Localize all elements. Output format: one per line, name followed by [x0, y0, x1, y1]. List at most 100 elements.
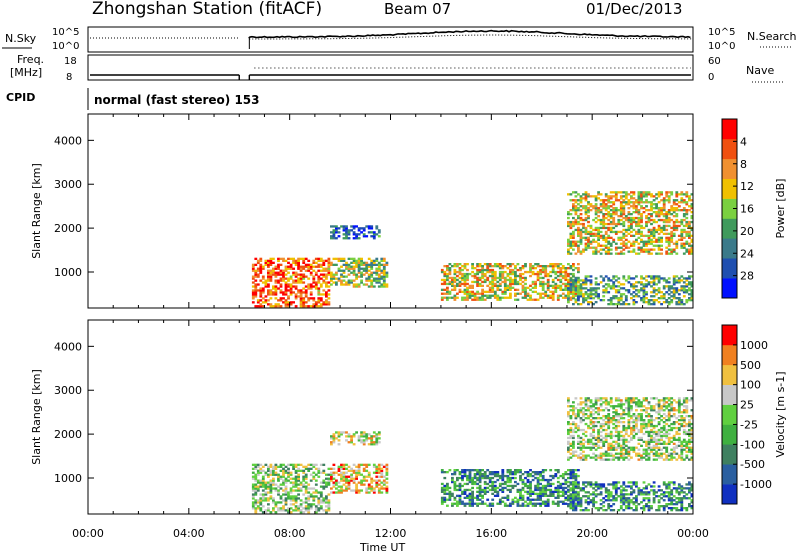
- velocity-echo-cell: [375, 433, 379, 436]
- velocity-echo-cell: [645, 452, 648, 455]
- velocity-echo-cell: [690, 446, 694, 449]
- power-echo-cell: [382, 275, 386, 278]
- velocity-echo-cell: [589, 399, 593, 402]
- velocity-echo-cell: [539, 474, 542, 478]
- power-echo-cell: [382, 285, 386, 288]
- power-echo-cell: [627, 213, 631, 216]
- velocity-echo-cell: [269, 471, 273, 474]
- power-echo-cell: [587, 297, 590, 300]
- velocity-echo-cell: [559, 490, 563, 493]
- velocity-echo-cell: [572, 405, 575, 408]
- power-echo-cell: [551, 263, 555, 266]
- power-echo-cell: [670, 301, 674, 304]
- power-echo-cell: [675, 297, 679, 300]
- power-echo-cell: [322, 263, 326, 266]
- power-echo-cell: [536, 272, 540, 276]
- velocity-echo-cell: [614, 448, 618, 451]
- velocity-echo-cell: [572, 436, 575, 440]
- power-echo-cell: [630, 195, 633, 198]
- velocity-echo-cell: [592, 452, 595, 455]
- power-echo-cell: [272, 305, 275, 308]
- velocity-echo-cell: [357, 467, 361, 470]
- velocity-echo-cell: [645, 415, 648, 418]
- velocity-echo-cell: [468, 498, 472, 501]
- power-echo-cell: [569, 232, 573, 235]
- velocity-echo-cell: [519, 474, 522, 478]
- velocity-echo-cell: [284, 485, 288, 488]
- power-echo-cell: [624, 193, 628, 196]
- velocity-echo-cell: [302, 465, 306, 468]
- power-echo-cell: [582, 301, 585, 304]
- velocity-echo-cell: [261, 479, 265, 482]
- power-echo-cell: [299, 281, 303, 284]
- power-echo-cell: [332, 257, 336, 260]
- velocity-echo-cell: [619, 401, 623, 404]
- power-echo-cell: [652, 283, 656, 286]
- velocity-echo-cell: [254, 493, 258, 496]
- power-echo-cell: [652, 236, 656, 239]
- power-echo-cell: [385, 263, 389, 266]
- velocity-echo-cell: [294, 469, 298, 472]
- power-echo-cell: [287, 297, 290, 300]
- velocity-echo-cell: [332, 441, 336, 444]
- power-echo-cell: [647, 201, 651, 204]
- velocity-echo-cell: [261, 477, 265, 480]
- velocity-echo-cell: [289, 497, 293, 500]
- velocity-echo-cell: [567, 469, 570, 472]
- power-echo-cell: [256, 299, 260, 302]
- power-echo-cell: [519, 282, 522, 286]
- power-echo-cell: [486, 296, 490, 299]
- power-echo-cell: [574, 284, 578, 287]
- velocity-echo-cell: [675, 432, 679, 436]
- velocity-echo-cell: [451, 473, 454, 476]
- power-echo-cell: [325, 273, 328, 276]
- power-echo-cell: [660, 228, 663, 232]
- power-echo-cell: [337, 235, 341, 238]
- velocity-echo-cell: [309, 479, 313, 482]
- velocity-echo-cell: [365, 437, 369, 440]
- velocity-echo-cell: [574, 476, 578, 480]
- power-echo-cell: [594, 195, 598, 198]
- power-echo-cell: [587, 236, 590, 239]
- velocity-echo-cell: [632, 424, 636, 428]
- velocity-echo-cell: [637, 438, 641, 441]
- velocity-echo-cell: [314, 473, 318, 476]
- velocity-echo-cell: [355, 485, 358, 488]
- nsky-solid-trace: [248, 29, 691, 39]
- power-echo-cell: [594, 248, 598, 251]
- velocity-echo-cell: [473, 474, 477, 478]
- power-echo-cell: [292, 261, 295, 264]
- power-echo-cell: [597, 232, 600, 235]
- power-echo-cell: [624, 195, 628, 198]
- power-echo-cell: [594, 216, 598, 220]
- power-echo-cell: [332, 237, 336, 240]
- velocity-echo-cell: [551, 490, 555, 493]
- velocity-echo-cell: [317, 503, 321, 506]
- power-echo-cell: [503, 288, 507, 291]
- power-echo-cell: [652, 287, 656, 290]
- power-echo-cell: [370, 227, 374, 230]
- power-echo-cell: [559, 284, 563, 287]
- power-echo-cell: [657, 209, 661, 212]
- power-echo-cell: [602, 244, 606, 247]
- velocity-echo-cell: [589, 438, 593, 441]
- power-echo-cell: [574, 199, 578, 202]
- power-echo-cell: [577, 199, 580, 202]
- power-echo-cell: [632, 211, 636, 214]
- power-echo-cell: [493, 265, 497, 268]
- velocity-echo-cell: [458, 502, 462, 505]
- power-echo-cell: [476, 272, 479, 276]
- power-echo-cell: [297, 265, 300, 268]
- power-echo-cell: [282, 273, 285, 276]
- power-echo-cell: [319, 297, 323, 300]
- velocity-echo-cell: [572, 498, 575, 501]
- power-echo-cell: [670, 207, 674, 210]
- velocity-echo-cell: [289, 477, 293, 480]
- power-echo-cell: [630, 197, 633, 200]
- power-echo-cell: [486, 294, 490, 297]
- power-echo-cell: [665, 211, 669, 214]
- power-echo-cell: [488, 282, 492, 286]
- power-echo-cell: [342, 257, 346, 260]
- velocity-echo-cell: [597, 411, 600, 414]
- power-echo-cell: [352, 283, 356, 286]
